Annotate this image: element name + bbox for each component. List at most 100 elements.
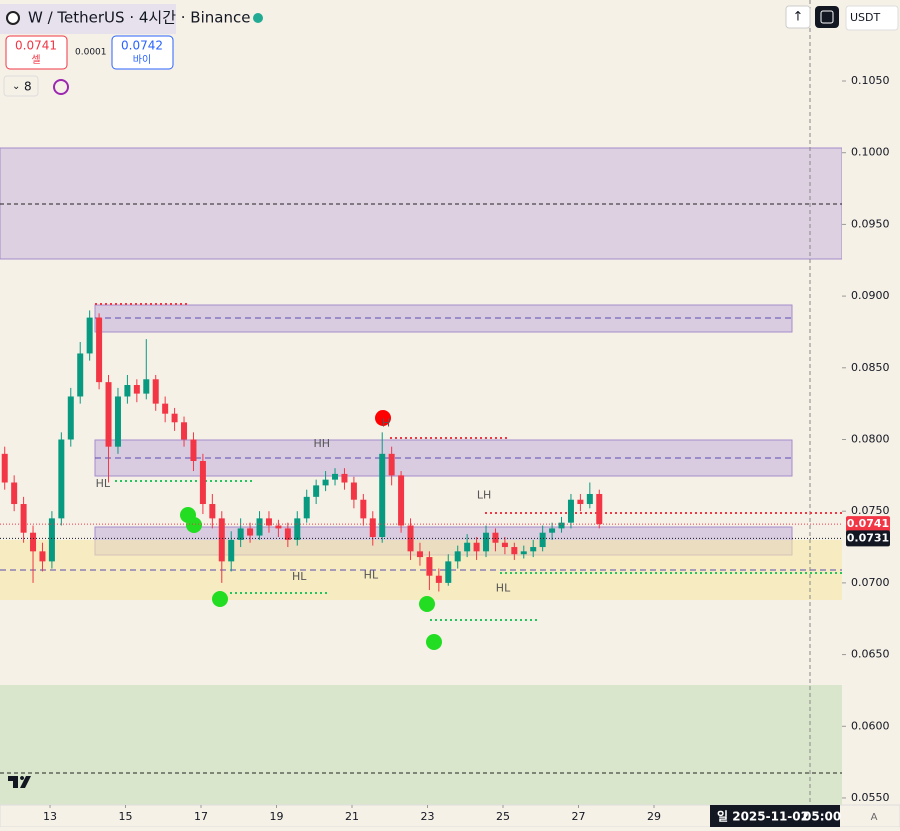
candle-body — [228, 539, 235, 562]
status-dot — [253, 13, 263, 23]
time-cursor-box — [710, 805, 840, 827]
candle-body — [313, 485, 320, 497]
candle-body — [162, 403, 169, 414]
sell-price: 0.0741 — [15, 39, 57, 53]
candle-body — [256, 518, 263, 536]
y-tick-label: 0.0700 — [851, 576, 890, 589]
y-tick-label: 0.0750 — [851, 504, 890, 517]
y-tick-label: 0.0600 — [851, 719, 890, 732]
candle-body — [454, 551, 461, 562]
buy-button[interactable] — [111, 35, 174, 70]
candle-body — [11, 482, 18, 505]
x-tick-label: 17 — [194, 810, 208, 823]
candle-body — [416, 551, 423, 558]
header-bg — [0, 4, 176, 34]
up-button[interactable] — [785, 5, 811, 29]
currency-button[interactable] — [845, 5, 899, 31]
y-tick-label: 0.0950 — [851, 217, 890, 230]
price-label-box — [846, 530, 890, 547]
candle-body — [558, 522, 565, 529]
candle-body — [96, 317, 103, 383]
candle-body — [190, 439, 197, 462]
x-tick-label: 13 — [43, 810, 57, 823]
candle-body — [218, 518, 225, 562]
x-tick-label: 19 — [270, 810, 284, 823]
candle-body — [549, 528, 556, 533]
candle-body — [577, 499, 584, 505]
candle-body — [77, 353, 84, 397]
candle-body — [483, 532, 490, 552]
signal-dot — [212, 591, 228, 607]
price-label-box — [846, 516, 890, 533]
swing-label: HL — [292, 570, 307, 583]
candle-body — [435, 575, 442, 583]
swing-label: HL — [96, 477, 111, 490]
candle-body — [567, 499, 574, 523]
y-tick-label: 0.0900 — [851, 289, 890, 302]
candle-body — [341, 473, 348, 483]
candle-body — [360, 499, 367, 519]
swing-label: HH — [314, 437, 331, 450]
symbol-icon — [6, 11, 20, 25]
candle-body — [39, 551, 46, 562]
footer-time: 05:00 — [803, 810, 841, 824]
candle-body — [530, 547, 537, 552]
candle-body — [48, 518, 55, 562]
candle-body — [181, 422, 188, 440]
candle-body — [520, 551, 527, 555]
signal-dot — [419, 596, 435, 612]
x-tick-label: 21 — [345, 810, 359, 823]
candle-body — [369, 518, 376, 538]
candle-body — [105, 382, 112, 447]
chevron: ⌄ — [12, 81, 20, 92]
candle-body — [596, 493, 603, 525]
footer-mode[interactable]: A — [871, 812, 878, 823]
candle-body — [284, 528, 291, 540]
x-tick-label: 15 — [119, 810, 133, 823]
logo — [8, 776, 31, 788]
candle-body — [20, 504, 27, 533]
swing-label: LH — [477, 488, 491, 501]
candle-body — [445, 561, 452, 583]
y-tick-label: 0.0800 — [851, 432, 890, 445]
signal-dot — [375, 410, 391, 426]
candle-body — [407, 525, 414, 552]
swing-label: HL — [496, 582, 511, 595]
y-tick-label: 0.0850 — [851, 361, 890, 374]
candle-body — [294, 518, 301, 540]
y-tick-label: 0.0650 — [851, 648, 890, 661]
indicator-count: 8 — [24, 80, 32, 94]
candle-body — [237, 528, 244, 540]
candle-body — [501, 542, 508, 548]
x-tick-label: 25 — [496, 810, 510, 823]
price-label: 0.0731 — [847, 531, 889, 544]
candle-body — [379, 453, 386, 538]
candle-body — [124, 385, 131, 397]
buy-price: 0.0742 — [121, 39, 163, 53]
refresh-icon[interactable] — [53, 79, 69, 95]
candle-body — [388, 453, 395, 476]
swing-label: HL — [364, 569, 379, 582]
candle-body — [492, 532, 499, 543]
footer-date: 일 2025-11-02 — [717, 810, 809, 824]
candle-body — [152, 379, 159, 404]
x-tick-label: 23 — [421, 810, 435, 823]
swing-label: H — [382, 417, 390, 430]
candle-body — [398, 475, 405, 526]
symbol-title: W / TetherUS · 4시간 · Binance — [28, 9, 250, 27]
indicator-toggle[interactable] — [3, 75, 39, 97]
sell-button[interactable] — [5, 35, 68, 70]
signal-dot — [426, 634, 442, 650]
candle-body — [332, 473, 339, 480]
x-tick-label: 29 — [647, 810, 661, 823]
candle-body — [265, 518, 272, 526]
candle-body — [58, 439, 65, 519]
candle-body — [114, 396, 121, 447]
layout-button[interactable] — [815, 6, 839, 28]
candle-body — [67, 396, 74, 440]
sell-label: 셀 — [31, 54, 40, 66]
signal-dot — [186, 517, 202, 533]
candle-body — [275, 525, 282, 529]
candle-body — [322, 479, 329, 486]
